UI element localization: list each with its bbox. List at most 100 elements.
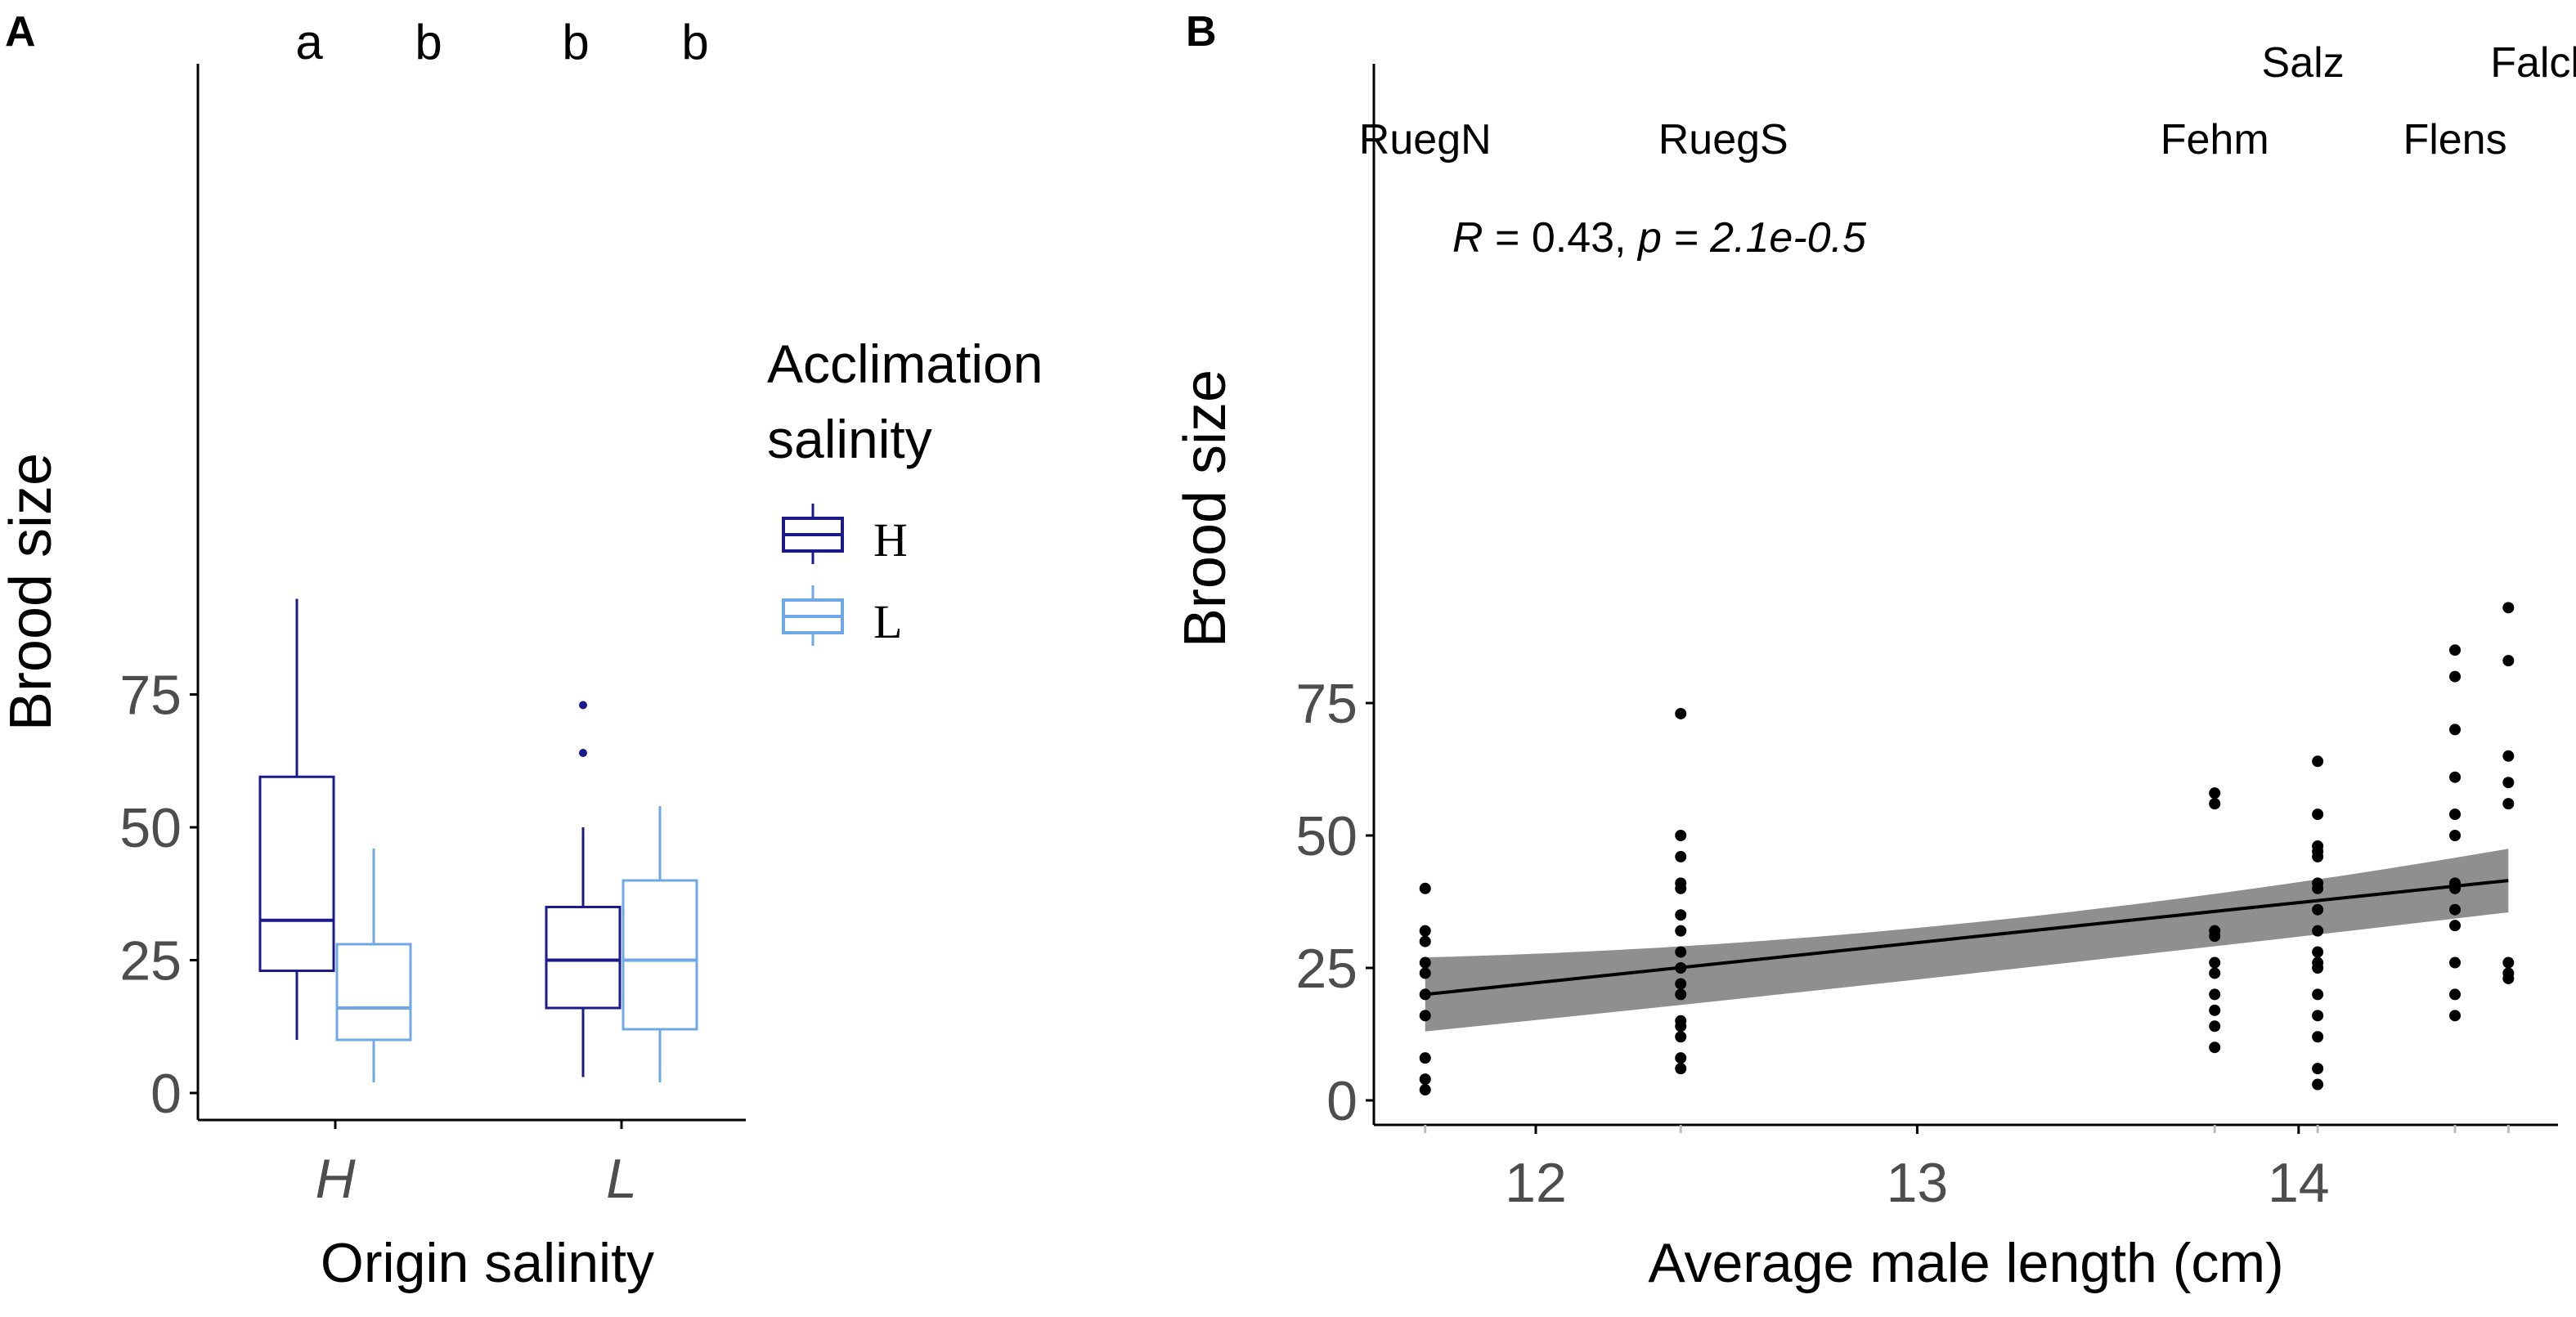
data-point — [2502, 956, 2515, 969]
legend-key-l — [782, 585, 844, 646]
data-point — [2449, 988, 2462, 1001]
data-point — [2312, 1031, 2324, 1043]
data-point — [2312, 962, 2324, 974]
data-point — [1675, 707, 1687, 719]
data-point — [2209, 988, 2221, 1001]
annotation-p-value: p = 2.1e-0.5 — [1636, 214, 1867, 262]
box-origin-l-acclimation-l — [622, 806, 698, 1082]
data-point — [2449, 956, 2462, 969]
data-point — [2502, 777, 2515, 789]
data-point — [1675, 909, 1687, 921]
confidence-band — [1425, 849, 2509, 1032]
data-point — [2502, 750, 2515, 762]
annotation-r-value: = 0.43, — [1483, 214, 1638, 262]
data-point — [1419, 1073, 1431, 1086]
legend-label-l: L — [873, 595, 902, 648]
box-iqr — [258, 775, 335, 972]
data-point — [2312, 1063, 2324, 1075]
box-iqr — [545, 906, 622, 1010]
data-point — [2502, 972, 2515, 984]
data-point — [2312, 988, 2324, 1001]
panel-b-y-ticks: 0 25 50 75 — [1295, 673, 1374, 1132]
data-point — [1675, 1020, 1687, 1033]
panel-a-y-tick-label-50: 50 — [119, 797, 182, 859]
data-point — [1675, 1052, 1687, 1064]
data-point — [1675, 988, 1687, 1001]
legend-title-line-1: Acclimation — [767, 334, 1043, 394]
data-point — [2312, 809, 2324, 821]
data-point — [1419, 956, 1431, 969]
data-point — [1419, 925, 1431, 937]
data-point — [2502, 602, 2515, 614]
data-point — [1675, 925, 1687, 937]
data-point — [2209, 798, 2221, 810]
regression-line — [1425, 879, 2509, 997]
data-point — [2312, 925, 2324, 937]
data-point — [1419, 882, 1431, 894]
site-points-falck — [2502, 602, 2515, 1133]
panel-b-y-axis-label: Brood size — [1173, 370, 1238, 647]
panel-b-label: B — [1186, 8, 1217, 56]
panel-a-y-axis-label: Brood size — [0, 453, 64, 731]
site-points-ruegs — [1675, 707, 1687, 1133]
data-point — [2209, 787, 2221, 800]
panel-b-x-tick-label-12: 12 — [1505, 1152, 1567, 1214]
panel-a-x-tick-label-H: H — [315, 1148, 356, 1210]
data-point — [1675, 882, 1687, 894]
data-point — [2449, 771, 2462, 783]
box-iqr — [622, 879, 698, 1031]
panel-a-y-tick-label-75: 75 — [119, 665, 182, 727]
panel-b-points — [1419, 602, 2515, 1133]
data-point — [1675, 1063, 1687, 1075]
data-point — [2449, 644, 2462, 656]
box-origin-h-acclimation-l — [335, 849, 412, 1082]
panel-b: B 0 25 50 75 12 13 14 RuegN RuegS Fehm Salz Flens… — [1173, 8, 2576, 1294]
data-point — [2502, 655, 2515, 667]
legend-title-line-2: salinity — [767, 409, 932, 469]
data-point — [1419, 988, 1431, 1001]
data-point — [1675, 962, 1687, 974]
box-origin-h-acclimation-h — [258, 598, 335, 1040]
data-point — [2449, 1010, 2462, 1022]
data-point — [2209, 1020, 2221, 1033]
panel-b-x-axis-label: Average male length (cm) — [1648, 1232, 2283, 1294]
confidence-band-area — [1425, 849, 2509, 1032]
box-iqr — [335, 943, 412, 1042]
data-point — [1419, 1010, 1431, 1022]
panel-a-y-ticks: 0 25 50 75 — [119, 665, 198, 1125]
panel-b-y-tick-label-0: 0 — [1326, 1070, 1358, 1132]
panel-a-y-tick-label-0: 0 — [150, 1063, 182, 1125]
data-point — [2449, 830, 2462, 841]
data-point — [1675, 1031, 1687, 1043]
panel-a-y-tick-label-25: 25 — [119, 930, 182, 992]
data-point — [1419, 1084, 1431, 1096]
data-point — [2209, 930, 2221, 943]
data-point — [2312, 1010, 2324, 1022]
data-point — [1675, 946, 1687, 958]
data-point — [2209, 956, 2221, 969]
data-point — [2449, 809, 2462, 821]
site-points-flens — [2449, 644, 2462, 1133]
data-point — [2449, 723, 2462, 736]
box-origin-l-acclimation-h — [545, 701, 622, 1077]
significance-letter: b — [415, 15, 442, 69]
data-point — [2312, 1078, 2324, 1091]
data-point — [2209, 1042, 2221, 1054]
legend: Acclimation salinity H L — [767, 334, 1043, 648]
data-point — [1419, 967, 1431, 979]
data-point — [1419, 1052, 1431, 1064]
site-points-fehm — [2209, 787, 2221, 1133]
data-point — [2449, 903, 2462, 916]
legend-key-h — [782, 504, 844, 564]
data-point — [1675, 830, 1687, 841]
data-point — [2312, 755, 2324, 768]
site-label-falck: Falck — [2490, 39, 2576, 87]
data-point — [2312, 882, 2324, 894]
panel-b-x-tick-label-13: 13 — [1887, 1152, 1949, 1214]
panel-b-x-tick-label-14: 14 — [2268, 1152, 2330, 1214]
box-outlier — [579, 701, 587, 710]
